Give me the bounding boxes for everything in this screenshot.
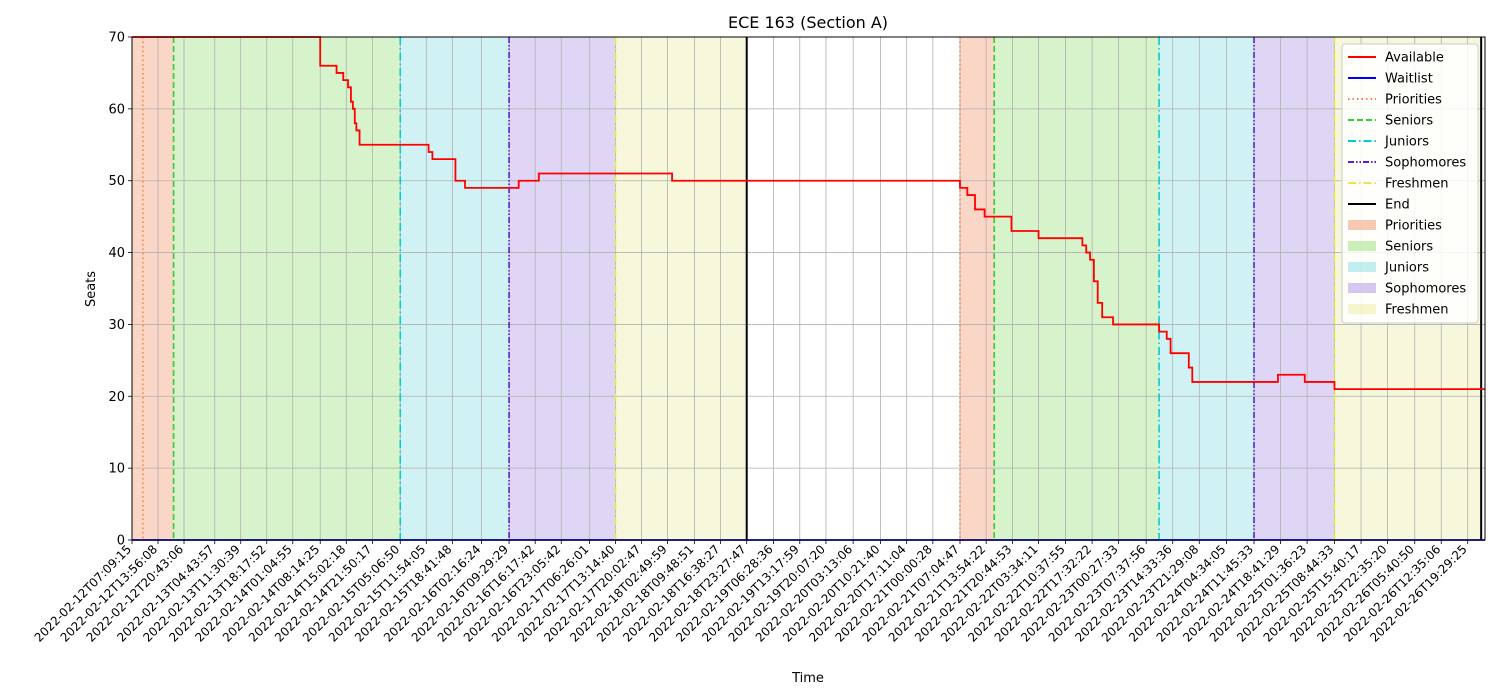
- legend-item-seniors-patch: Seniors: [1348, 240, 1433, 255]
- legend-item-available-line: Available: [1348, 51, 1444, 66]
- span-seniors-1: [173, 37, 401, 540]
- span-sophomores-2: [1254, 37, 1335, 540]
- legend-label: Available: [1385, 51, 1444, 66]
- legend-swatch: [1348, 262, 1376, 272]
- legend-label: Priorities: [1385, 93, 1442, 108]
- legend-item-juniors-line: Juniors: [1348, 135, 1429, 150]
- span-sophomores-1: [509, 37, 616, 540]
- y-tick-label: 50: [108, 174, 125, 189]
- legend-item-priorities-patch: Priorities: [1348, 219, 1442, 234]
- legend-item-freshmen-line: Freshmen: [1348, 177, 1449, 192]
- legend-swatch: [1348, 283, 1376, 293]
- legend-item-freshmen-patch: Freshmen: [1348, 303, 1449, 318]
- legend-label: Freshmen: [1385, 177, 1449, 192]
- span-freshmen-1: [615, 37, 747, 540]
- legend-label: Freshmen: [1385, 303, 1449, 318]
- y-axis-label: Seats: [84, 271, 99, 307]
- series-available-line: [132, 36, 1485, 390]
- legend-label: Priorities: [1385, 219, 1442, 234]
- phase-markers: [142, 37, 1483, 540]
- y-tick-label: 70: [108, 31, 125, 46]
- plot-frame: [131, 36, 1486, 541]
- legend-label: End: [1385, 198, 1410, 213]
- legend-item-seniors-line: Seniors: [1348, 114, 1433, 129]
- y-tick-label: 20: [108, 390, 125, 405]
- legend-item-end-line: End: [1348, 198, 1410, 213]
- legend: Available Waitlist Priorities Seniors Junior…: [1341, 43, 1479, 324]
- span-seniors-2: [994, 37, 1160, 540]
- span-priorities-2: [959, 37, 995, 540]
- x-axis: 2022-02-12T07:09:152022-02-12T13:56:0820…: [32, 540, 1470, 645]
- y-axis: 0 10 20 30 40 50 60 70: [108, 31, 132, 549]
- y-tick-label: 60: [108, 102, 125, 117]
- legend-label: Juniors: [1384, 261, 1429, 276]
- legend-label: Seniors: [1385, 114, 1433, 129]
- legend-label: Seniors: [1385, 240, 1433, 255]
- y-tick-label: 40: [108, 246, 125, 261]
- x-axis-label: Time: [791, 671, 824, 686]
- legend-item-sophomores-patch: Sophomores: [1348, 282, 1466, 297]
- legend-swatch: [1348, 220, 1376, 230]
- legend-item-waitlist-line: Waitlist: [1348, 72, 1433, 87]
- y-tick-label: 0: [117, 534, 125, 549]
- legend-label: Sophomores: [1385, 282, 1466, 297]
- y-tick-label: 10: [108, 462, 125, 477]
- phase-spans: [132, 37, 1482, 540]
- legend-label: Sophomores: [1385, 156, 1466, 171]
- legend-swatch: [1348, 241, 1376, 251]
- span-priorities-1: [132, 37, 174, 540]
- legend-label: Juniors: [1384, 135, 1429, 150]
- span-juniors-1: [400, 37, 510, 540]
- legend-item-juniors-patch: Juniors: [1348, 261, 1429, 276]
- legend-item-priorities-line: Priorities: [1348, 93, 1442, 108]
- y-tick-label: 30: [108, 318, 125, 333]
- legend-swatch: [1348, 304, 1376, 314]
- legend-label: Waitlist: [1385, 72, 1433, 87]
- chart-title: ECE 163 (Section A): [728, 13, 888, 32]
- legend-box: [1341, 43, 1479, 324]
- span-juniors-2: [1159, 37, 1255, 540]
- legend-item-sophomores-line: Sophomores: [1348, 156, 1466, 171]
